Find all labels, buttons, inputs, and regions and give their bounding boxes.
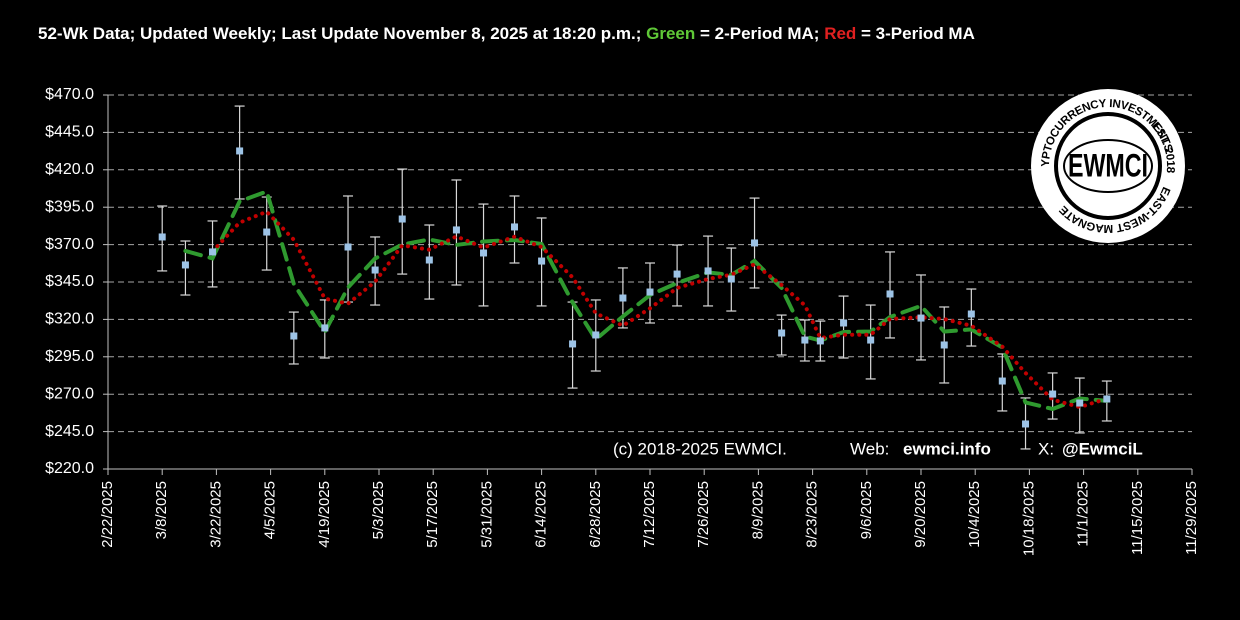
point xyxy=(538,257,546,265)
x-tick-label: 8/23/2025 xyxy=(804,481,821,548)
web-label: Web: xyxy=(850,439,889,458)
y-tick-label: $245.0 xyxy=(45,423,94,440)
copyright: (c) 2018-2025 EWMCI. xyxy=(613,439,787,458)
title-part: = 2-Period MA; xyxy=(695,24,824,43)
y-tick-label: $370.0 xyxy=(45,236,94,253)
x-handle: @EwmciL xyxy=(1062,439,1143,458)
point xyxy=(592,331,600,339)
point xyxy=(263,228,271,236)
point xyxy=(917,314,925,322)
x-tick-label: 11/1/2025 xyxy=(1075,481,1092,547)
point xyxy=(1049,390,1057,398)
point xyxy=(511,223,518,231)
x-tick-label: 3/22/2025 xyxy=(207,481,224,548)
x-tick-label: 11/29/2025 xyxy=(1183,481,1200,555)
y-tick-label: $220.0 xyxy=(45,460,94,477)
y-tick-label: $395.0 xyxy=(45,198,94,215)
y-tick-label: $295.0 xyxy=(45,348,94,365)
x-tick-label: 3/8/2025 xyxy=(153,481,170,539)
x-tick-label: 8/9/2025 xyxy=(749,481,766,539)
point xyxy=(321,324,329,332)
x-tick-label: 7/12/2025 xyxy=(641,481,658,548)
point xyxy=(886,290,894,298)
x-tick-label: 10/18/2025 xyxy=(1020,481,1037,556)
x-tick-label: 6/14/2025 xyxy=(533,481,550,548)
title-part: Red xyxy=(824,24,856,43)
x-tick-label: 4/5/2025 xyxy=(262,481,279,539)
point xyxy=(801,336,809,344)
point xyxy=(569,340,577,348)
y-tick-label: $345.0 xyxy=(45,273,94,290)
x-label: X: xyxy=(1038,439,1054,458)
x-tick-label: 11/15/2025 xyxy=(1129,481,1146,555)
x-tick-label: 5/31/2025 xyxy=(478,481,495,548)
y-tick-label: $420.0 xyxy=(45,161,94,178)
point xyxy=(840,319,848,327)
x-tick-label: 10/4/2025 xyxy=(966,481,983,548)
point xyxy=(371,266,379,274)
point xyxy=(480,249,488,257)
point xyxy=(673,270,681,278)
x-tick-label: 9/6/2025 xyxy=(858,481,875,539)
chart-title: 52-Wk Data; Updated Weekly; Last Update … xyxy=(38,24,975,43)
point xyxy=(704,267,712,275)
title-part: Green xyxy=(646,24,695,43)
x-tick-label: 5/3/2025 xyxy=(370,481,387,539)
title-part: = 3-Period MA xyxy=(856,24,975,43)
point xyxy=(1103,395,1111,403)
point xyxy=(1022,420,1030,428)
point xyxy=(158,233,166,241)
x-tick-label: 4/19/2025 xyxy=(316,481,333,548)
point xyxy=(646,288,654,296)
point xyxy=(1076,399,1084,407)
point xyxy=(998,377,1006,385)
point xyxy=(727,275,735,283)
point xyxy=(816,337,824,345)
web-link: ewmci.info xyxy=(903,439,991,458)
point xyxy=(452,226,460,234)
x-tick-label: 9/20/2025 xyxy=(912,481,929,548)
annotation: (c) 2018-2025 EWMCI. Web: ewmci.info X: … xyxy=(613,439,1143,458)
x-tick-label: 5/17/2025 xyxy=(424,481,441,548)
y-tick-label: $445.0 xyxy=(45,124,94,141)
title-part: 52-Wk Data; Updated Weekly; Last Update … xyxy=(38,24,646,43)
y-tick-label: $270.0 xyxy=(45,385,94,402)
point xyxy=(867,336,875,344)
point xyxy=(181,261,189,269)
x-tick-label: 7/26/2025 xyxy=(695,481,712,548)
point xyxy=(344,243,352,251)
x-tick-label: 6/28/2025 xyxy=(587,481,604,548)
point xyxy=(209,248,217,256)
x-tick-label: 2/22/2025 xyxy=(99,481,116,548)
point xyxy=(398,215,406,223)
ma3-line xyxy=(210,209,1109,410)
point xyxy=(778,329,786,337)
point xyxy=(425,256,433,264)
point xyxy=(619,294,627,302)
point xyxy=(751,239,759,247)
logo-center-text: EWMCI xyxy=(1068,147,1148,183)
point xyxy=(967,310,975,318)
y-tick-label: $470.0 xyxy=(45,86,94,103)
point xyxy=(236,147,244,155)
point xyxy=(940,341,948,349)
ma2-line xyxy=(183,188,1109,412)
logo-oval xyxy=(1063,139,1153,193)
y-tick-label: $320.0 xyxy=(45,311,94,328)
point xyxy=(290,332,298,340)
